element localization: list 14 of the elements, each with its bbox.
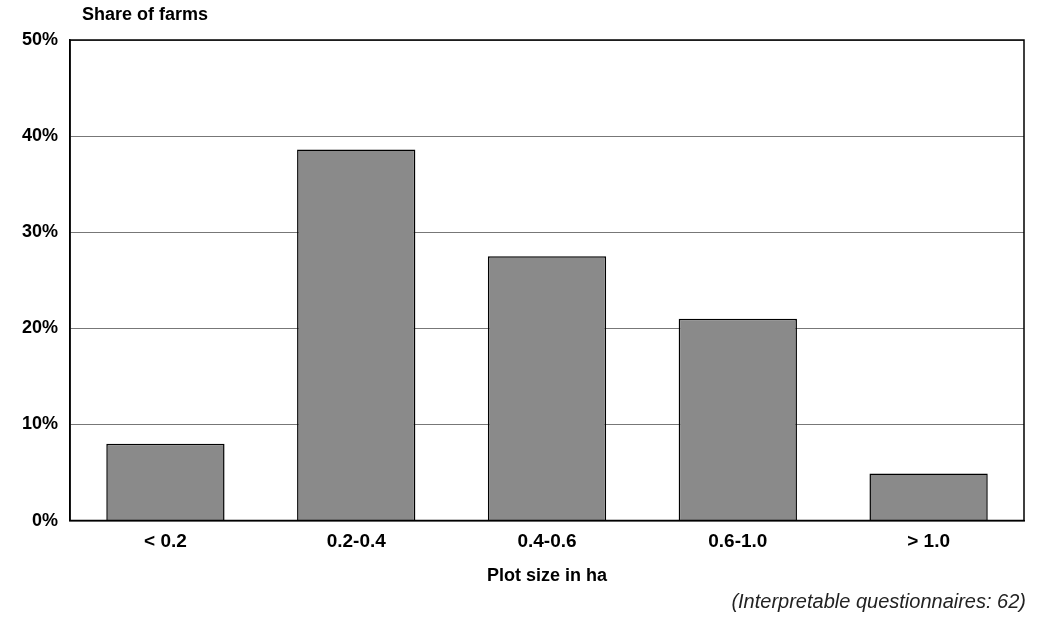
y-tick-label: 10% xyxy=(22,413,59,434)
y-axis-title: Share of farms xyxy=(82,4,209,25)
y-tick-label: 50% xyxy=(22,28,59,49)
x-axis-title: Plot size in ha xyxy=(487,565,609,586)
y-tick-label: 40% xyxy=(22,125,59,146)
x-tick-label: 0.6-1.0 xyxy=(708,530,768,552)
y-tick-label: 0% xyxy=(32,509,59,530)
x-tick-label: 0.4-0.6 xyxy=(517,530,577,552)
x-tick-label: 0.2-0.4 xyxy=(326,530,387,552)
y-tick-label: 20% xyxy=(22,317,59,338)
y-tick-label: 30% xyxy=(22,221,59,242)
text: (Interpretable questionnaires: 62) xyxy=(731,590,1026,613)
x-tick-label: < 0.2 xyxy=(144,530,187,552)
x-tick-label: > 1.0 xyxy=(907,530,950,552)
